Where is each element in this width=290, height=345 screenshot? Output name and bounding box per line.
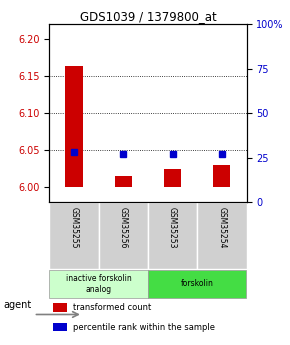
Title: GDS1039 / 1379800_at: GDS1039 / 1379800_at [79,10,216,23]
Bar [65,66,83,187]
Bar [197,202,246,269]
Text: percentile rank within the sample: percentile rank within the sample [73,323,215,332]
Text: transformed count: transformed count [73,303,151,312]
Text: GSM35253: GSM35253 [168,207,177,249]
Text: agent: agent [3,300,31,310]
Bar [148,202,197,269]
Text: inactive forskolin
analog: inactive forskolin analog [66,274,131,294]
Bar [53,323,67,332]
Text: forskolin: forskolin [181,279,214,288]
Text: GSM35254: GSM35254 [217,207,226,249]
Bar [99,202,148,269]
Text: GSM35256: GSM35256 [119,207,128,249]
Bar [115,176,132,187]
Bar [213,165,231,187]
Bar [164,169,181,187]
Bar [53,304,67,312]
Bar [148,270,246,298]
Bar [49,270,148,298]
Bar [49,202,99,269]
Text: GSM35255: GSM35255 [69,207,79,249]
